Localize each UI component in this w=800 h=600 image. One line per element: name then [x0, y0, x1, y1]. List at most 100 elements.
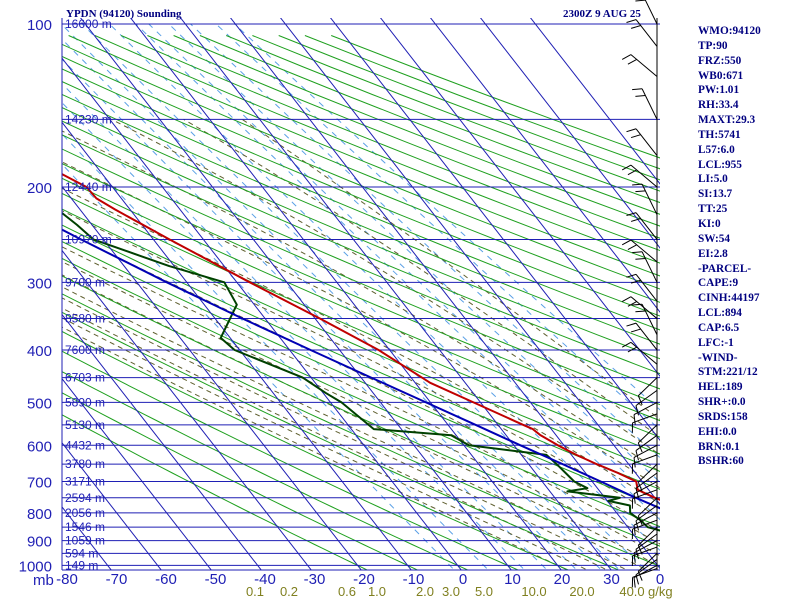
- pressure-tick-label: 600: [27, 438, 52, 455]
- isotherm-line: [62, 121, 412, 570]
- dry-adiabat-line: [62, 275, 660, 547]
- mixing-ratio-line: [135, 23, 660, 521]
- height-label: 3171 m: [65, 475, 105, 489]
- mixing-ratio-line: [109, 23, 660, 552]
- index-item: RH:33.4: [698, 99, 739, 112]
- height-label: 14230 m: [65, 112, 112, 126]
- mixing-ratio-tick-label: 10.0: [521, 584, 546, 599]
- temperature-tick-labels: -80 -70 -60 -50 -40 -30 -20 -10 0 10 20 30 0: [56, 571, 664, 588]
- wind-barb: [633, 564, 658, 588]
- isotherm-line: [130, 18, 562, 570]
- wind-barb: [632, 183, 658, 215]
- chart-title: YPDN (94120) Sounding: [66, 8, 182, 20]
- dry-adiabat-line: [62, 134, 660, 390]
- height-label: 12440 m: [65, 180, 112, 194]
- wind-barb: [632, 251, 658, 283]
- isotherm-line: [62, 57, 462, 570]
- wind-barb: [637, 463, 658, 492]
- height-label: 6703 m: [65, 371, 105, 385]
- dry-adiabat-line: [62, 414, 369, 570]
- wind-barb: [631, 546, 658, 566]
- wind-barb: [631, 519, 658, 540]
- index-item: CAPE:9: [698, 277, 739, 290]
- mixing-ratio-tick-label: 0.1: [246, 584, 264, 599]
- height-label: 2056 m: [65, 506, 105, 520]
- temperature-tick-label: -40: [254, 571, 276, 588]
- isotherm-line: [62, 377, 212, 570]
- wind-barb: [633, 540, 658, 563]
- pressure-tick-label: 400: [27, 343, 52, 360]
- isotherm-line: [530, 18, 660, 185]
- dry-adiabat-line: [62, 371, 469, 570]
- valid-time: 2300Z 9 AUG 25: [563, 8, 641, 20]
- temperature-tick-label: -70: [106, 571, 128, 588]
- mixing-ratio-unit-label: g/kg: [648, 584, 673, 599]
- wind-barb: [633, 481, 658, 504]
- isotherm-line: [230, 18, 660, 570]
- index-item: SHR+:0.0: [698, 396, 746, 409]
- isotherm-line: [330, 18, 660, 442]
- index-item: WMO:94120: [698, 25, 761, 37]
- wind-barb: [631, 454, 658, 474]
- wind-barb: [637, 424, 658, 453]
- dry-adiabat-line: [62, 148, 660, 406]
- temperature-tick-label: 0: [459, 571, 467, 588]
- mixing-ratio-tick-label: 20.0: [569, 584, 594, 599]
- wind-barb: [631, 413, 658, 433]
- height-label: 4432 m: [65, 438, 105, 452]
- height-label: 1059 m: [65, 534, 105, 548]
- isotherm-line: [62, 249, 312, 570]
- index-item: TT:25: [698, 203, 728, 216]
- wind-barb: [635, 434, 658, 461]
- mixing-ratio-tick-labels: 0.1 0.2 0.6 1.0 2.0 3.0 5.0 10.0 20.0 40.0: [246, 584, 645, 599]
- index-item: TP:90: [698, 39, 728, 52]
- parcel-trace: [62, 228, 660, 510]
- dry-adiabat-line: [62, 241, 660, 509]
- dry-adiabat-line: [62, 257, 660, 528]
- index-item: CINH:44197: [698, 292, 760, 305]
- index-item: PW:1.01: [698, 84, 740, 97]
- height-label: 10970 m: [65, 232, 112, 246]
- dry-adiabat-line: [68, 35, 660, 277]
- index-item: CAP:6.5: [698, 321, 740, 334]
- height-label: 5130 m: [65, 418, 105, 432]
- wind-barb: [631, 489, 658, 509]
- mixing-ratio-line: [62, 38, 603, 570]
- wind-barb: [621, 239, 658, 263]
- isotherm-line: [0, 12, 67, 577]
- mixing-ratio-line: [81, 23, 647, 570]
- wind-barb: [633, 444, 658, 468]
- wind-barb: [635, 389, 658, 416]
- dry-adiabat-line: [62, 162, 660, 422]
- wind-barb: [626, 19, 658, 47]
- dry-adiabat-line: [62, 68, 660, 317]
- index-item: LCL:894: [698, 307, 742, 320]
- temperature-tick-label: -50: [205, 571, 227, 588]
- wind-barb: [621, 164, 658, 188]
- temperature-trace: [62, 173, 660, 501]
- dry-adiabat-line: [62, 224, 660, 490]
- mixing-ratio-tick-label: 2.0: [416, 584, 434, 599]
- index-item: SRDS:158: [698, 410, 748, 423]
- index-item: SW:54: [698, 232, 731, 245]
- index-item: BRN:0.1: [698, 440, 740, 453]
- wind-barb: [626, 273, 658, 302]
- mixing-ratio-line: [62, 58, 578, 570]
- moist-adiabat-line: [62, 130, 660, 473]
- wind-barb: [632, 88, 658, 120]
- height-label: 8580 m: [65, 312, 105, 326]
- mixing-ratio-tick-label: 3.0: [442, 584, 460, 599]
- temperature-tick-label: -20: [353, 571, 375, 588]
- height-label: 594 m: [65, 546, 98, 560]
- sounding-traces: [62, 173, 660, 532]
- dry-adiabat-line: [62, 120, 660, 375]
- moist-adiabats: [62, 118, 660, 570]
- index-item: -WIND-: [698, 351, 738, 364]
- wind-barb: [621, 296, 658, 319]
- temperature-tick-label: -10: [403, 571, 425, 588]
- index-item: -PARCEL-: [698, 262, 752, 275]
- isotherm-line: [80, 18, 512, 570]
- wind-barb: [626, 212, 658, 240]
- pressure-tick-label: 1000: [19, 558, 52, 575]
- isotherm-line: [0, 12, 17, 577]
